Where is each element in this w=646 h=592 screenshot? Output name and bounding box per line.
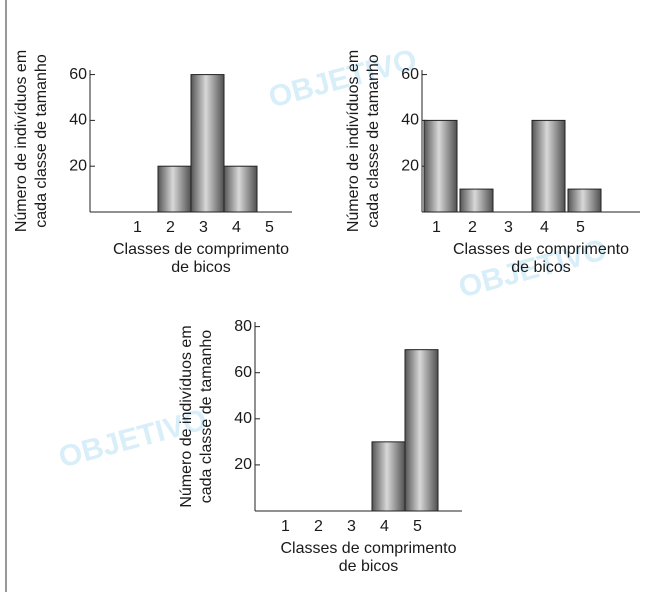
y-axis-label: Número de indivíduos em (178, 325, 195, 507)
y-axis-label: Número de indivíduos em (13, 50, 30, 232)
y-axis-label: cada classe de tamanho (33, 54, 50, 228)
watermark: OBJETIVO (265, 43, 420, 114)
x-tick-label: 3 (347, 518, 356, 535)
x-axis-label: Classes de comprimento (453, 241, 629, 258)
y-tick-label: 20 (234, 456, 252, 473)
x-tick-label: 1 (281, 518, 290, 535)
x-tick-label: 5 (576, 219, 585, 236)
y-tick-label: 40 (69, 112, 87, 129)
bar (531, 119, 566, 213)
x-tick-label: 2 (468, 219, 477, 236)
bar (404, 349, 439, 512)
bar (423, 119, 458, 213)
x-tick-label: 3 (504, 219, 513, 236)
y-tick-label: 60 (234, 364, 252, 381)
y-tick-label: 20 (401, 157, 419, 174)
bar (371, 441, 406, 512)
bar (459, 188, 494, 213)
bar (223, 165, 258, 213)
x-axis-label: Classes de comprimento (280, 540, 456, 557)
x-axis-label: de bicos (171, 259, 231, 276)
x-tick-label: 3 (199, 219, 208, 236)
bar (567, 188, 602, 213)
y-tick-label: 60 (401, 66, 419, 83)
y-axis-label: cada classe de tamanho (365, 54, 382, 228)
y-tick-label: 20 (69, 157, 87, 174)
x-tick-label: 5 (413, 518, 422, 535)
y-tick-label: 40 (234, 410, 252, 427)
y-tick-label: 80 (234, 318, 252, 335)
x-tick-label: 2 (166, 219, 175, 236)
x-tick-label: 4 (232, 219, 241, 236)
x-tick-label: 4 (380, 518, 389, 535)
x-tick-label: 5 (265, 219, 274, 236)
y-axis-label: Número de indivíduos em (345, 50, 362, 232)
x-axis-label: Classes de comprimento (113, 241, 289, 258)
x-axis-label: de bicos (339, 558, 399, 575)
x-tick-label: 1 (432, 219, 441, 236)
bar (157, 165, 192, 213)
bar (190, 74, 225, 213)
y-axis-label: cada classe de tamanho (198, 330, 215, 504)
x-tick-label: 4 (540, 219, 549, 236)
x-tick-label: 1 (133, 219, 142, 236)
y-tick-label: 60 (69, 66, 87, 83)
y-tick-label: 40 (401, 112, 419, 129)
x-tick-label: 2 (314, 518, 323, 535)
x-axis-label: de bicos (511, 259, 571, 276)
